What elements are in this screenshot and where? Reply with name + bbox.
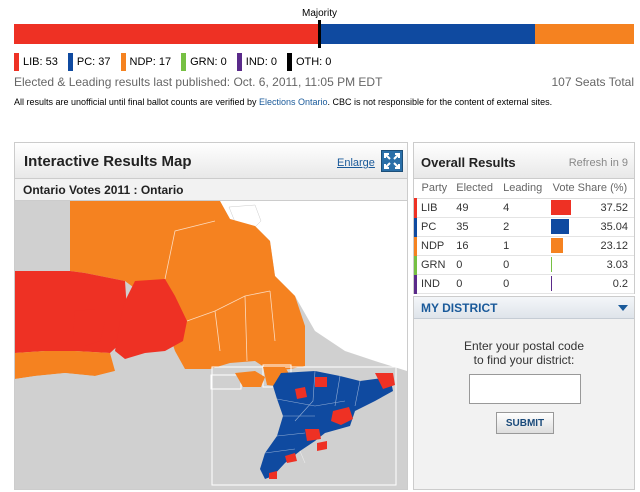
vote-share-value: 37.52 [590, 198, 634, 218]
results-header-row: Party Elected Leading Vote Share (%) [415, 179, 634, 199]
results-title: Overall Results [421, 155, 516, 170]
elected-count: 0 [450, 274, 498, 294]
submit-button[interactable]: SUBMIT [496, 412, 554, 434]
map-subtitle: Ontario Votes 2011 : Ontario [15, 179, 407, 201]
results-row-pc: PC 35 2 35.04 [414, 217, 634, 237]
vote-share-bar-cell [546, 198, 591, 218]
elections-ontario-link[interactable]: Elections Ontario [258, 97, 328, 107]
refresh-countdown: Refresh in 9 [568, 157, 628, 169]
legend-item: LIB: 53 [14, 53, 58, 71]
legend-swatch [67, 53, 73, 71]
vote-share-bar [550, 238, 563, 253]
legend-swatch [181, 53, 187, 71]
legend-item: PC: 37 [67, 53, 111, 71]
vote-share-bar-cell [546, 274, 591, 294]
seats-total: 107 Seats Total [551, 75, 634, 89]
enlarge-link[interactable]: Enlarge [337, 157, 375, 169]
party-name: PC [414, 217, 451, 237]
results-row-ind: IND 0 0 0.2 [414, 274, 634, 294]
majority-marker [318, 20, 321, 48]
elected-count: 49 [450, 198, 498, 218]
legend-swatch [14, 53, 19, 71]
published-timestamp: Elected & Leading results last published… [14, 75, 383, 89]
postal-code-prompt: Enter your postal code to find your dist… [414, 339, 634, 367]
results-row-lib: LIB 49 4 37.52 [414, 198, 634, 218]
legend-label: IND: 0 [245, 56, 277, 68]
vote-share-bar-cell [546, 255, 591, 275]
ontario-riding-map[interactable] [15, 201, 407, 489]
col-leading: Leading [497, 179, 547, 199]
vote-share-bar [550, 276, 552, 291]
party-name: LIB [414, 198, 451, 218]
my-district-panel: MY DISTRICT Enter your postal code to fi… [413, 296, 635, 490]
vote-share-value: 23.12 [590, 236, 634, 256]
legend-item: OTH: 0 [286, 53, 332, 71]
majority-label: Majority [302, 8, 338, 19]
leading-count: 1 [497, 236, 547, 256]
vote-share-bar [550, 200, 571, 215]
legend-label: GRN: 0 [190, 56, 227, 68]
elected-count: 35 [450, 217, 498, 237]
legend-item: NDP: 17 [120, 53, 172, 71]
disclaimer-text-after: . CBC is not responsible for the content… [327, 97, 553, 107]
map-title: Interactive Results Map [24, 153, 192, 170]
overall-results-panel: Overall Results Refresh in 9 Party Elect… [413, 142, 635, 294]
legend-label: NDP: 17 [129, 56, 172, 68]
vote-share-bar-cell [546, 217, 591, 237]
collapse-arrow-icon[interactable] [618, 305, 628, 311]
enlarge-icon[interactable] [381, 150, 403, 172]
col-vote-share: Vote Share (%) [546, 179, 634, 199]
leading-count: 0 [497, 255, 547, 275]
legend-label: PC: 37 [76, 56, 111, 68]
prompt-line-2: to find your district: [473, 353, 575, 367]
disclaimer-text-before: All results are unofficial until final b… [14, 97, 259, 107]
elected-count: 0 [450, 255, 498, 275]
party-name: GRN [414, 255, 451, 275]
prompt-line-1: Enter your postal code [463, 339, 585, 353]
legend-swatch [236, 53, 242, 71]
legend-label: LIB: 53 [23, 56, 58, 68]
seat-segment-ndp [535, 24, 634, 44]
leading-count: 0 [497, 274, 547, 294]
legend-item: IND: 0 [236, 53, 277, 71]
col-party: Party [415, 179, 451, 199]
leading-count: 2 [497, 217, 547, 237]
legend-swatch [286, 53, 292, 71]
seat-segment-pc [321, 24, 536, 44]
disclaimer: All results are unofficial until final b… [14, 96, 626, 109]
results-table: Party Elected Leading Vote Share (%) LIB… [414, 179, 634, 294]
results-row-grn: GRN 0 0 3.03 [414, 255, 634, 275]
legend-swatch [120, 53, 126, 71]
elected-count: 16 [450, 236, 498, 256]
vote-share-value: 35.04 [590, 217, 634, 237]
party-name: IND [414, 274, 451, 294]
vote-share-bar [550, 219, 570, 234]
leading-count: 4 [497, 198, 547, 218]
postal-code-input[interactable] [469, 374, 581, 404]
vote-share-value: 0.2 [590, 274, 634, 294]
legend-item: GRN: 0 [181, 53, 227, 71]
results-header: Overall Results Refresh in 9 [414, 143, 634, 179]
results-map-panel: Interactive Results Map Enlarge Ontario … [14, 142, 408, 490]
district-title: MY DISTRICT [421, 301, 498, 315]
vote-share-bar-cell [546, 236, 591, 256]
party-seat-legend: LIB: 53 PC: 37 NDP: 17 GRN: 0 IND: 0 OTH: 0 [14, 53, 341, 71]
results-row-ndp: NDP 16 1 23.12 [414, 236, 634, 256]
vote-share-bar [550, 257, 553, 272]
seat-segment-lib [14, 24, 322, 44]
vote-share-value: 3.03 [590, 255, 634, 275]
map-header: Interactive Results Map Enlarge [15, 143, 407, 179]
col-elected: Elected [450, 179, 498, 199]
legend-label: OTH: 0 [295, 56, 332, 68]
party-name: NDP [414, 236, 451, 256]
seat-distribution-bar [14, 24, 634, 44]
district-header[interactable]: MY DISTRICT [414, 297, 634, 319]
